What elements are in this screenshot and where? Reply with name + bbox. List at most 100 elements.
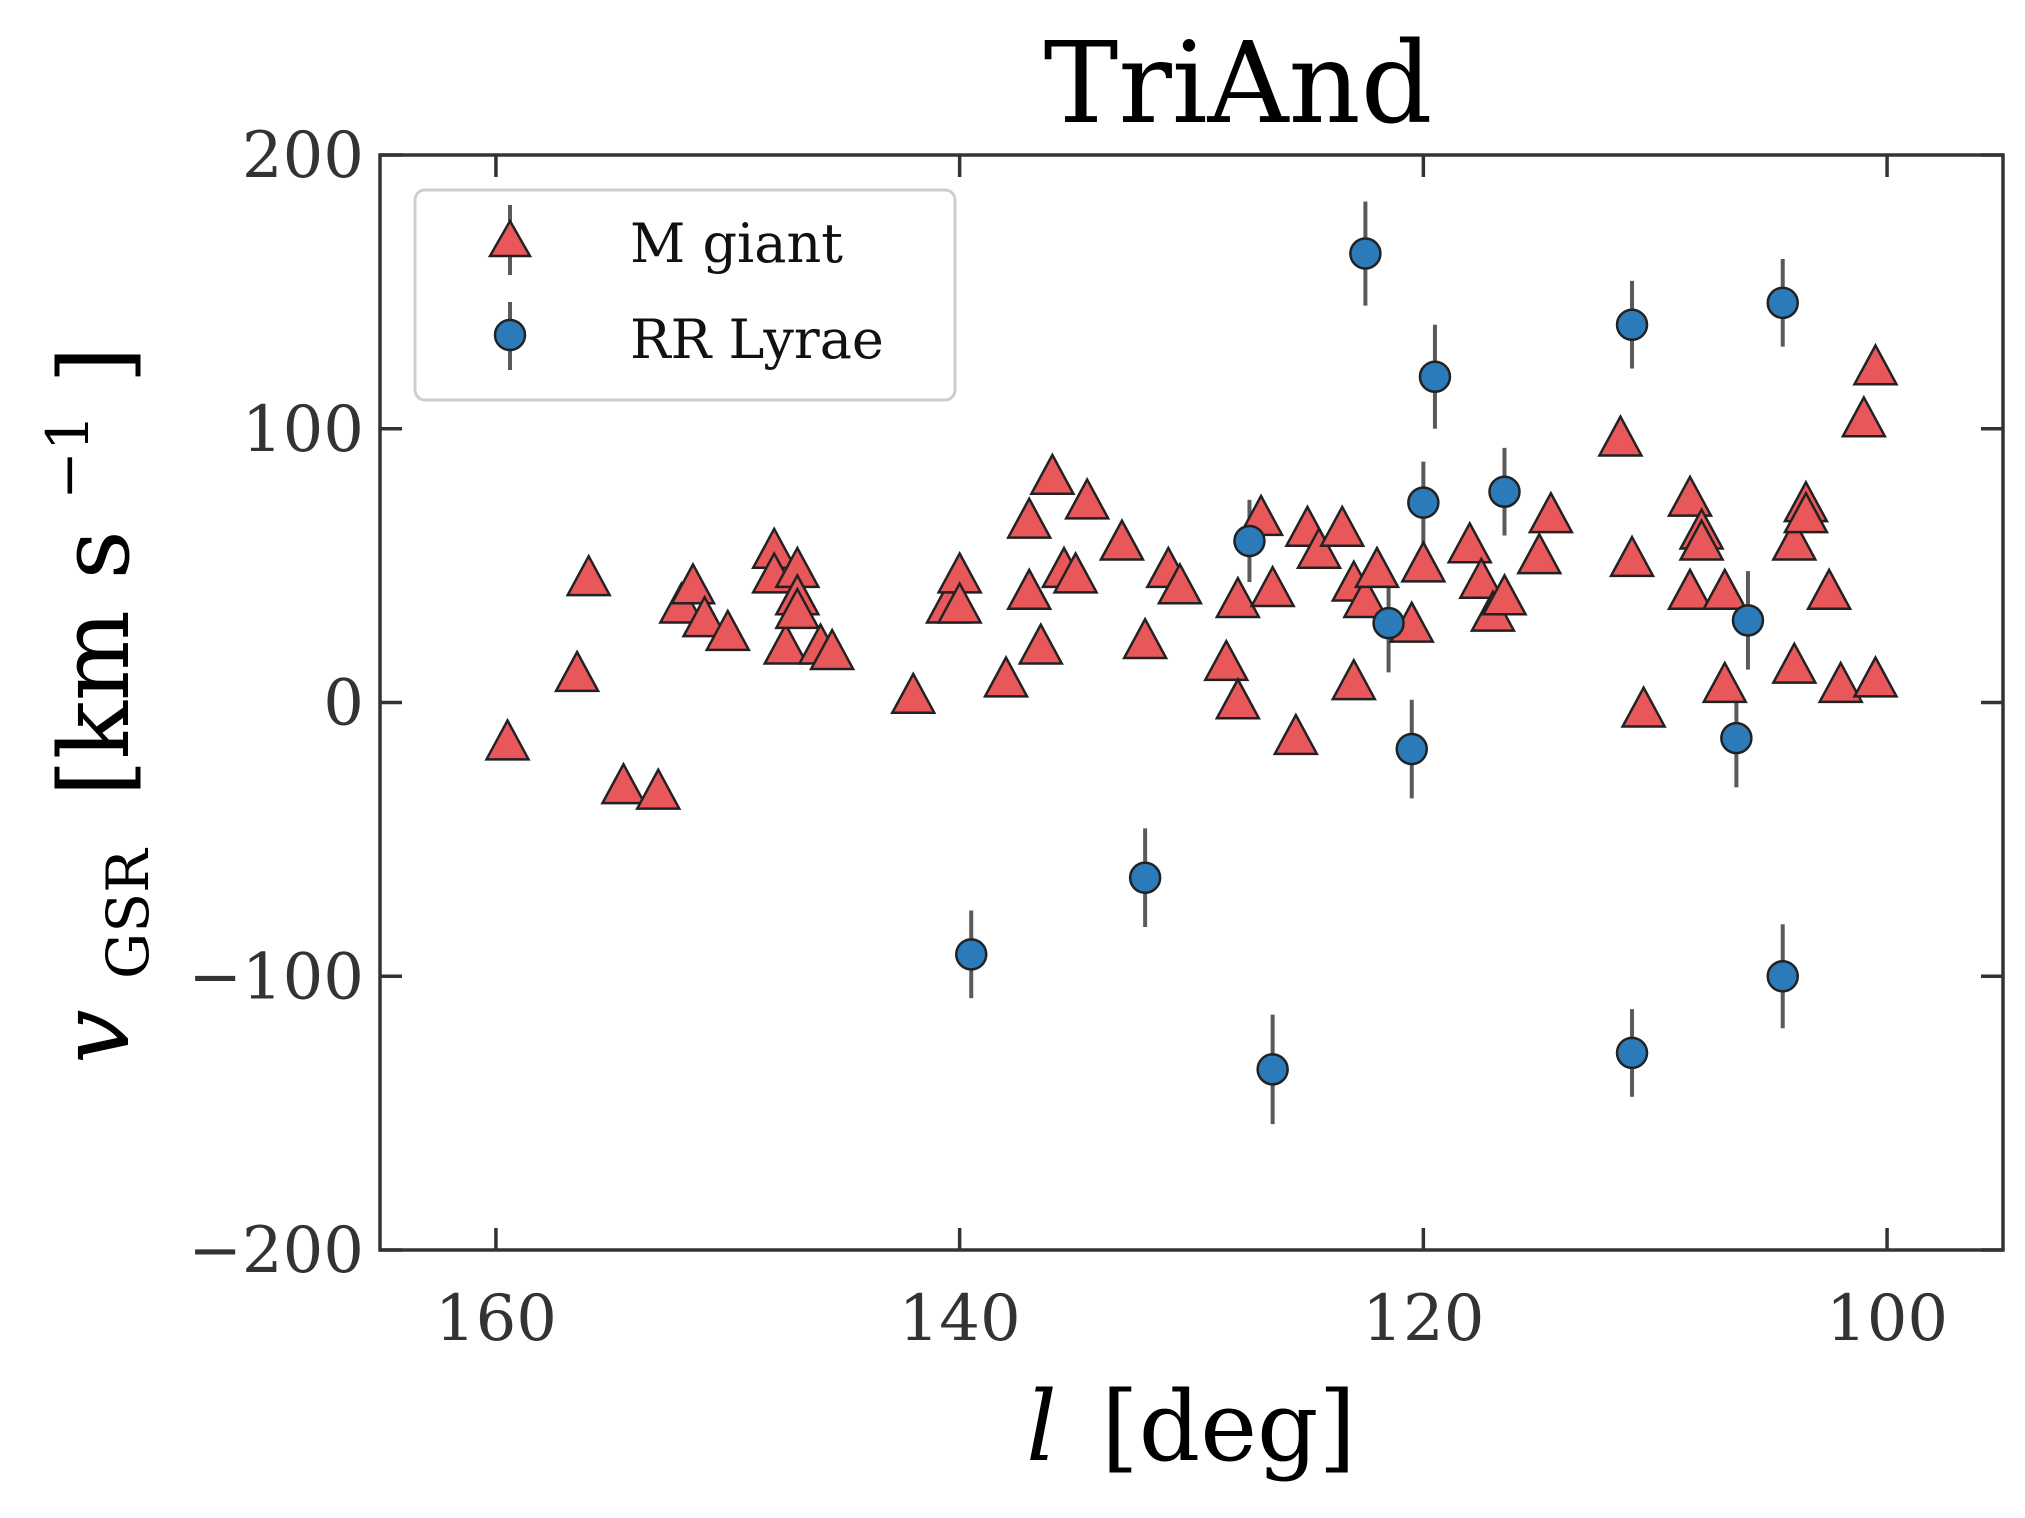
m-giant-point [681,594,728,638]
m-giant-point [1771,641,1818,684]
m-giant-point [1840,394,1887,438]
m-giant-point [1852,342,1899,386]
legend-m-giant-label: M giant [630,212,843,275]
m-giant-point [1214,676,1261,720]
m-giant-point [1806,567,1853,610]
m-giant-point [1516,531,1563,575]
m-giant-point [1817,660,1864,704]
m-giant-point [1098,517,1146,561]
y-axis-exponent: −1 [34,414,102,500]
rr-lyrae-point [1395,732,1429,766]
m-giant-point [1249,564,1296,608]
m-giant-point [982,654,1030,698]
rr-lyrae-error-bars [969,201,1785,1125]
m-giant-point [936,580,983,624]
m-giant-point [484,717,531,761]
x-axis-symbol: l [1026,1371,1057,1483]
m-giant-point [1017,622,1064,665]
m-giant-point [1852,654,1899,698]
x-ticks: 160 140 120 100 [435,155,1948,1356]
rr-lyrae-point [1372,606,1405,640]
rr-lyrae-point [1407,486,1440,519]
m-giant-point [1064,476,1111,520]
y-tick-label: −200 [188,1214,364,1288]
m-giant-point [1214,575,1261,619]
m-giant-point [704,608,751,652]
legend-rr-lyrae-label: RR Lyrae [630,308,884,371]
m-giant-point [1666,474,1714,517]
m-giant-point [1029,452,1076,496]
m-giant-point [1620,684,1667,728]
m-giant-point [1771,517,1818,561]
y-axis-subscript: GSR [94,847,162,979]
y-axis-symbol: v [39,1009,151,1063]
rr-lyrae-series [954,237,1799,1086]
m-giant-point [1353,545,1401,589]
m-giant-point [1446,520,1493,564]
m-giant-point [1458,556,1505,600]
x-tick-label: 140 [899,1282,1021,1356]
m-giant-point [1203,638,1250,682]
m-giant-point [669,561,717,605]
rr-lyrae-point [1488,475,1521,508]
legend-m-giant-marker [487,218,533,258]
m-giant-point [600,761,647,805]
m-giant-point [1006,496,1053,539]
y-axis-close: ] [39,346,151,383]
m-giant-point [565,553,612,597]
m-giant-point [1701,660,1748,704]
x-tick-label: 120 [1362,1282,1484,1356]
y-tick-label: −100 [188,940,364,1014]
m-giant-point [1597,413,1644,457]
m-giant-point [1608,534,1656,578]
rr-lyrae-point [1766,286,1799,320]
m-giant-point [1701,567,1748,610]
m-giant-point [1666,567,1714,610]
y-axis-unit: [km s [39,530,151,796]
m-giant-point [1052,550,1099,594]
m-giant-point [1782,490,1830,534]
rr-lyrae-point [1731,604,1765,637]
rr-lyrae-point [1349,237,1382,270]
rr-lyrae-point [954,938,988,971]
legend: M giant RR Lyrae [413,188,957,402]
m-giant-point [635,767,682,810]
rr-lyrae-point [1615,1036,1649,1070]
m-giant-point [1272,712,1319,756]
rr-lyrae-point [1128,861,1162,894]
m-giant-point [1678,517,1725,561]
rr-lyrae-point [1256,1053,1289,1086]
m-giant-series [484,342,1899,810]
m-giant-point [809,627,856,671]
m-giant-point [1319,504,1366,548]
legend-rr-lyrae-marker [493,318,527,352]
m-giant-point [762,622,809,665]
rr-lyrae-point [1766,960,1799,993]
m-giant-point [1342,575,1389,619]
m-giant-point [1527,490,1574,534]
y-tick-label: 0 [323,667,364,741]
m-giant-point [1156,561,1204,605]
rr-lyrae-point [1233,524,1266,558]
m-giant-point [890,671,937,715]
m-giant-point [1295,526,1343,569]
rr-lyrae-point [1615,308,1649,341]
x-axis-unit: [deg] [1101,1371,1356,1483]
chart-title: TriAnd [1044,19,1433,149]
m-giant-point [1006,567,1053,610]
x-tick-label: 100 [1826,1282,1948,1356]
m-giant-point [774,586,821,630]
y-axis-title: v GSR [km s −1 ] [0,346,171,1063]
x-tick-label: 160 [435,1282,557,1356]
legend-box [413,188,957,402]
y-tick-label: 100 [242,393,364,467]
y-ticks: −200 −100 0 100 200 [188,119,2003,1288]
x-axis-title: l [deg] [1026,1371,1356,1483]
rr-lyrae-point [1720,721,1753,755]
m-giant-point [1400,539,1447,583]
y-tick-label: 200 [242,119,364,193]
m-giant-point [553,649,601,693]
m-giant-point [1122,616,1169,660]
m-giant-point [1481,572,1528,616]
rr-lyrae-point [1418,360,1452,393]
